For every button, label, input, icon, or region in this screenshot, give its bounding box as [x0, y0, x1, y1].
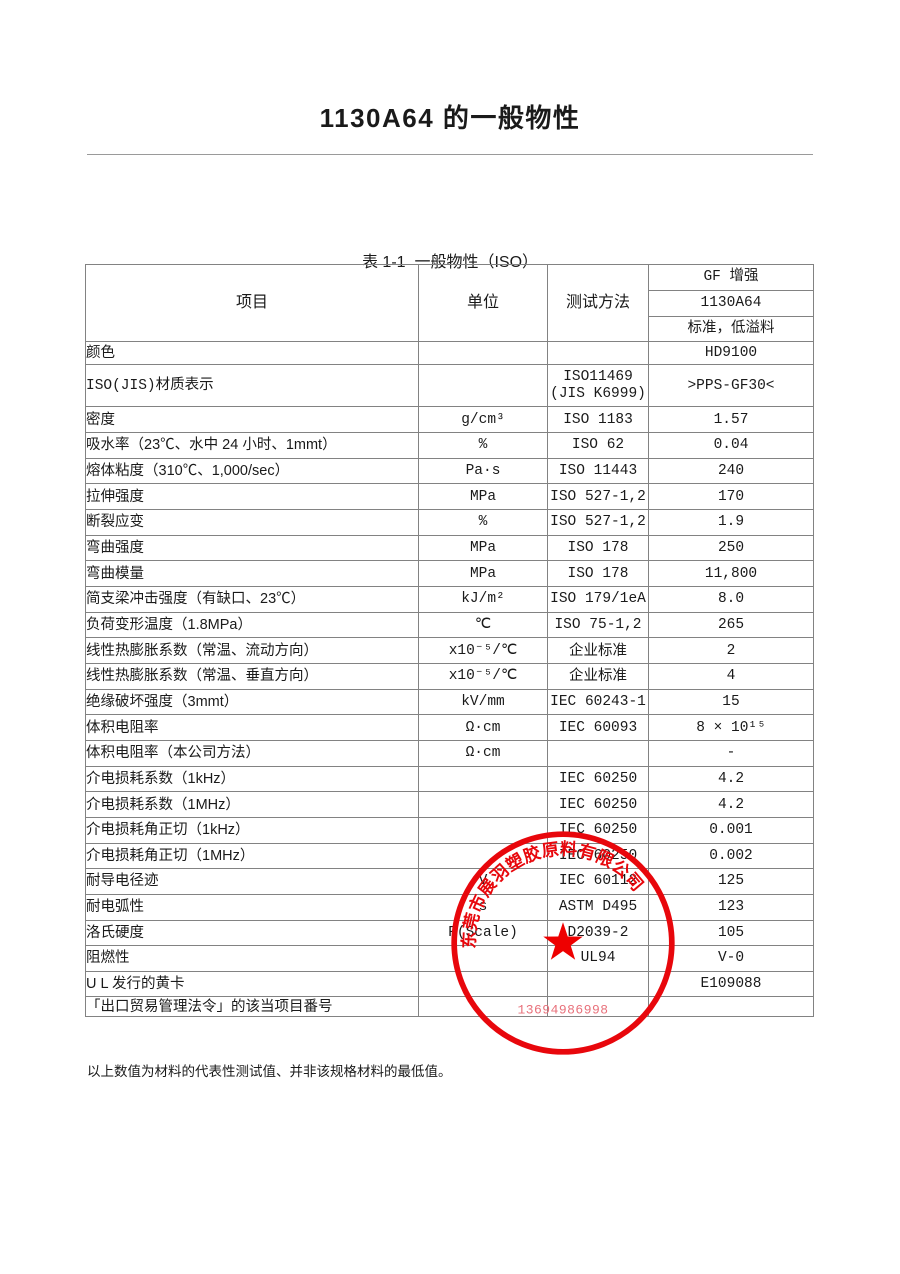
svg-text:13694986998: 13694986998 [517, 1002, 608, 1017]
svg-text:东莞市展羽塑胶原料有限公司: 东莞市展羽塑胶原料有限公司 [459, 839, 648, 949]
